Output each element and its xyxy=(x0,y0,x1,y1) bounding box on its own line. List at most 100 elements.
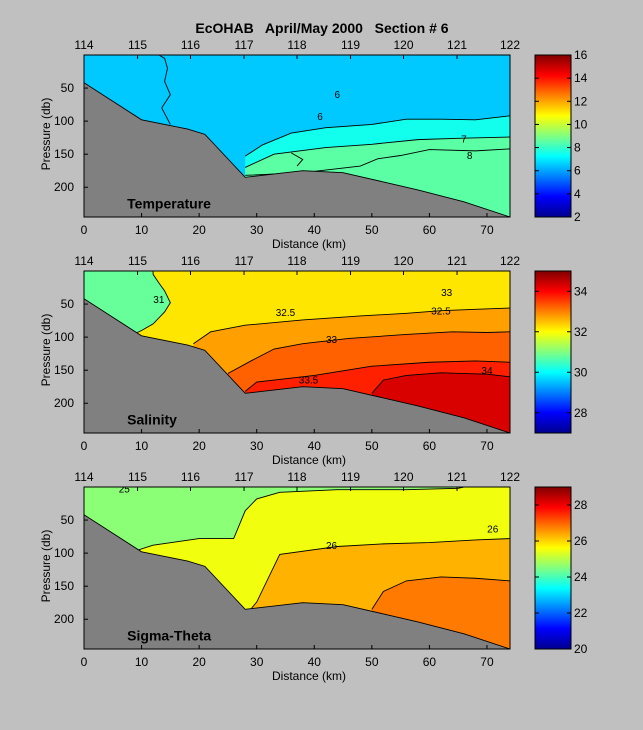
contour-label: 25 xyxy=(119,484,131,495)
x-tick-label: 10 xyxy=(135,439,149,453)
contour-label: 6 xyxy=(335,90,341,101)
x-tick-label: 40 xyxy=(308,655,322,669)
panel-label: Salinity xyxy=(127,411,177,427)
station-tick-label: 114 xyxy=(74,38,93,52)
y-tick-label: 200 xyxy=(54,612,74,626)
x-tick-label: 60 xyxy=(423,223,437,237)
station-tick-label: 116 xyxy=(181,254,200,268)
colorbar-tick-label: 8 xyxy=(574,141,581,155)
station-tick-label: 122 xyxy=(500,470,520,484)
colorbar-tick-label: 4 xyxy=(574,187,581,201)
colorbar xyxy=(534,270,572,434)
contour-line xyxy=(244,360,510,392)
x-tick-label: 20 xyxy=(192,655,206,669)
contour-label: 32.5 xyxy=(276,308,296,319)
station-tick-label: 120 xyxy=(393,470,413,484)
contour-line xyxy=(371,576,510,610)
panel-sigma-theta: 25 26 26 Sigma-Theta 0 10 20 30 40 50 60 70 50 100 150… xyxy=(39,470,588,683)
colorbar-tick-label: 30 xyxy=(574,365,588,379)
contour-line xyxy=(124,271,171,339)
seafloor xyxy=(84,298,510,433)
contour-line xyxy=(291,152,304,167)
colorbar-tick-label: 2 xyxy=(574,210,581,224)
contour-label: 6 xyxy=(317,112,323,123)
x-tick-label: 40 xyxy=(308,439,322,453)
x-tick-label: 10 xyxy=(135,655,149,669)
plot-area: 6 78 6 xyxy=(84,55,510,217)
colorbar-tick-label: 10 xyxy=(574,117,588,131)
x-axis-label: Distance (km) xyxy=(272,237,346,251)
colorbar-tick-label: 14 xyxy=(574,71,588,85)
y-tick-label: 100 xyxy=(54,330,74,344)
colorbar-tick-label: 24 xyxy=(574,570,588,584)
station-tick-label: 119 xyxy=(341,470,360,484)
y-tick-label: 100 xyxy=(54,114,74,128)
x-tick-label: 70 xyxy=(480,223,494,237)
y-axis-label: Pressure (db) xyxy=(39,98,53,171)
contour-label: 31 xyxy=(153,295,165,306)
colorbar xyxy=(534,486,572,650)
colorbar-tick-label: 16 xyxy=(574,48,588,62)
x-tick-label: 60 xyxy=(423,439,437,453)
contour-label: 26 xyxy=(326,541,338,552)
y-tick-label: 150 xyxy=(54,363,74,377)
station-tick-label: 119 xyxy=(341,38,360,52)
station-tick-label: 118 xyxy=(287,254,306,268)
x-tick-label: 40 xyxy=(308,223,322,237)
x-axis-label: Distance (km) xyxy=(272,453,346,467)
x-tick-label: 0 xyxy=(81,223,88,237)
station-tick-label: 119 xyxy=(341,254,360,268)
x-tick-label: 50 xyxy=(365,655,379,669)
x-tick-label: 30 xyxy=(250,655,264,669)
station-tick-label: 114 xyxy=(74,470,93,484)
contour-line xyxy=(158,55,171,125)
station-tick-label: 120 xyxy=(393,254,413,268)
x-tick-label: 30 xyxy=(250,439,264,453)
y-tick-label: 200 xyxy=(54,396,74,410)
seafloor xyxy=(84,82,510,217)
contour-line xyxy=(245,136,510,168)
y-tick-label: 100 xyxy=(54,546,74,560)
y-tick-label: 50 xyxy=(61,297,75,311)
station-tick-label: 117 xyxy=(234,38,253,52)
y-tick-label: 50 xyxy=(61,81,75,95)
y-axis-label: Pressure (db) xyxy=(39,314,53,387)
colorbar xyxy=(534,54,572,218)
colorbar-tick-label: 26 xyxy=(574,534,588,548)
contour-line xyxy=(227,331,510,374)
colorbar-tick-label: 6 xyxy=(574,164,581,178)
contour-label: 7 xyxy=(461,134,467,145)
contour-line xyxy=(193,307,510,345)
colorbar-tick-label: 28 xyxy=(574,406,588,420)
plot-area: 31 32.5 33 33.5 34 33 32.5 xyxy=(84,271,510,433)
contour-label: 33 xyxy=(441,288,453,299)
station-tick-label: 117 xyxy=(234,254,253,268)
panel-label: Sigma-Theta xyxy=(127,627,211,643)
station-tick-label: 122 xyxy=(500,254,520,268)
contour-line xyxy=(244,538,510,617)
station-tick-label: 115 xyxy=(128,470,147,484)
x-tick-label: 70 xyxy=(480,439,494,453)
y-axis-label: Pressure (db) xyxy=(39,530,53,603)
station-tick-label: 117 xyxy=(234,470,253,484)
station-tick-label: 114 xyxy=(74,254,93,268)
y-tick-label: 200 xyxy=(54,180,74,194)
station-tick-label: 116 xyxy=(181,470,200,484)
figure-title: EcOHAB April/May 2000 Section # 6 xyxy=(195,20,448,36)
contour-label: 26 xyxy=(487,525,499,536)
x-tick-label: 70 xyxy=(480,655,494,669)
x-tick-label: 10 xyxy=(135,223,149,237)
x-tick-label: 0 xyxy=(81,655,88,669)
x-tick-label: 20 xyxy=(192,439,206,453)
x-tick-label: 50 xyxy=(365,439,379,453)
station-tick-label: 115 xyxy=(128,254,147,268)
colorbar-tick-label: 32 xyxy=(574,325,588,339)
contour-line xyxy=(124,487,465,555)
contour-label: 32.5 xyxy=(431,307,451,318)
contour-label: 33 xyxy=(326,335,338,346)
contour-line xyxy=(244,115,510,157)
panel-salinity: 31 32.5 33 33.5 34 33 32.5 Salinity 0 10 20 30 40 50 6… xyxy=(39,254,588,467)
y-tick-label: 50 xyxy=(61,513,75,527)
